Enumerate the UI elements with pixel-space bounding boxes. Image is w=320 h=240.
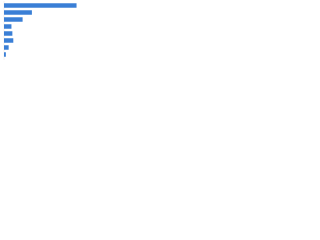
bar [4, 24, 12, 29]
chart [3, 1, 77, 60]
bar [4, 52, 6, 57]
bar [4, 10, 32, 15]
page: (() => { const data = JSON.parse(documen… [0, 0, 100, 71]
bar [4, 45, 9, 50]
bar [4, 3, 77, 8]
bar [4, 31, 13, 36]
bar [4, 38, 14, 43]
bar [4, 17, 23, 22]
